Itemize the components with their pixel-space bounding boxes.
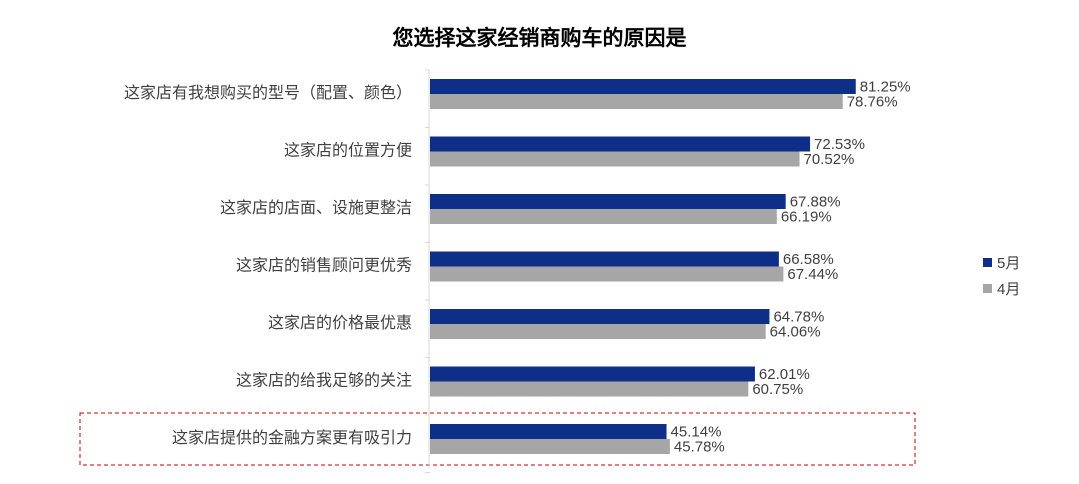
data-label: 67.88%	[790, 193, 841, 210]
bar-may	[430, 79, 856, 94]
data-label: 64.06%	[770, 323, 821, 340]
legend: 5月 4月	[983, 255, 1020, 298]
data-label: 70.52%	[804, 151, 855, 168]
bar-april	[430, 439, 670, 454]
bar-april	[430, 381, 749, 397]
bar-may	[430, 136, 811, 152]
category-label: 这家店提供的金融方案更有吸引力	[172, 429, 412, 447]
legend-swatch	[983, 284, 992, 293]
bar-may	[430, 309, 770, 324]
data-label: 64.78%	[773, 308, 824, 325]
bar-april	[430, 209, 777, 224]
category-label: 这家店有我想购买的型号（配置、颜色）	[124, 84, 412, 102]
bar-series	[430, 79, 856, 454]
bar-april	[430, 94, 843, 109]
category-label: 这家店的销售顾问更优秀	[236, 257, 412, 275]
data-label: 62.01%	[759, 366, 810, 383]
category-label: 这家店的位置方便	[284, 142, 412, 160]
data-label: 81.25%	[860, 78, 911, 95]
data-label: 72.53%	[814, 136, 865, 153]
data-label: 45.14%	[671, 423, 722, 440]
category-label: 这家店的价格最优惠	[268, 314, 412, 332]
data-label: 60.75%	[752, 381, 803, 398]
category-label: 这家店的给我足够的关注	[236, 372, 412, 390]
category-labels: 这家店有我想购买的型号（配置、颜色） 这家店的位置方便这家店的店面、设施更整洁这家…	[124, 84, 412, 447]
bar-may	[430, 194, 786, 209]
data-label: 78.76%	[847, 93, 898, 110]
bar-may	[430, 424, 667, 439]
data-label: 67.44%	[787, 266, 838, 283]
category-label: 这家店的店面、设施更整洁	[220, 199, 412, 217]
data-label: 66.19%	[781, 208, 832, 225]
legend-label: 5月	[997, 255, 1020, 272]
data-label: 45.78%	[674, 438, 725, 455]
chart-title: 您选择这家经销商购车的原因是	[392, 27, 687, 50]
data-label: 66.58%	[783, 251, 834, 268]
bar-may	[430, 366, 755, 382]
bar-may	[430, 251, 779, 267]
legend-label: 4月	[997, 281, 1020, 298]
value-labels: 81.25%78.76% 72.53%70.52% 67.88%66.19% 66.5…	[671, 78, 911, 455]
highlight-box	[79, 412, 916, 466]
category-axis-ticks	[425, 69, 430, 473]
bar-april	[430, 266, 784, 282]
bar-april	[430, 151, 800, 167]
bar-april	[430, 324, 766, 339]
legend-swatch	[983, 258, 992, 267]
